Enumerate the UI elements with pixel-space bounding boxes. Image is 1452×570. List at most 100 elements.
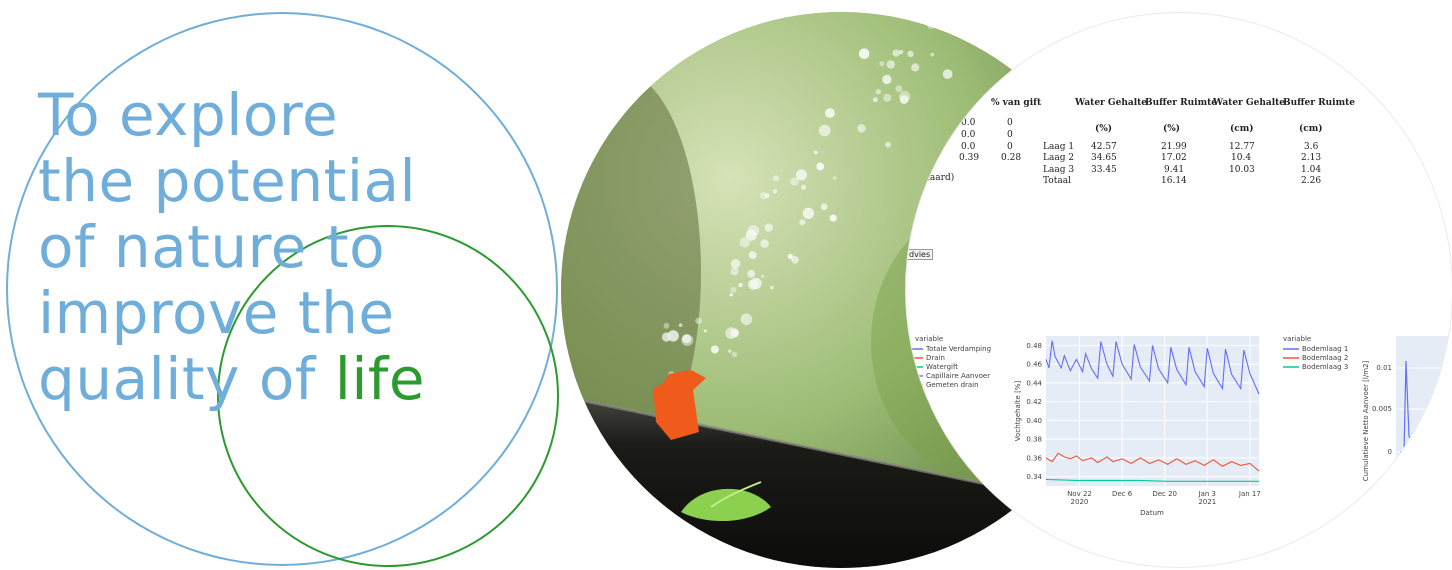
left-table-cell: 0.0 [961, 142, 976, 152]
tagline-highlight-word: life [334, 345, 426, 413]
water-droplet [802, 207, 815, 219]
water-droplet [725, 327, 737, 339]
x-axis-label: Datum [1140, 509, 1164, 517]
legend-label: Bodemlaag 1 [1302, 345, 1348, 353]
table-unit: (%) [1095, 124, 1113, 134]
series-lines [1045, 340, 1260, 482]
water-droplet [872, 97, 878, 103]
water-droplet [899, 95, 909, 104]
water-droplet [796, 169, 807, 181]
y-tick-label: 0.48 [1026, 342, 1042, 350]
legend-label: Bodemlaag 2 [1302, 354, 1348, 362]
x-tick-label-line: 2021 [1198, 498, 1216, 506]
water-droplet [829, 214, 837, 222]
water-droplet [885, 141, 892, 148]
legend-label: Capillaire Aanvoer [926, 372, 990, 380]
water-droplet [818, 124, 831, 137]
water-droplet [730, 267, 739, 276]
water-droplet [895, 85, 903, 93]
water-droplet [899, 90, 911, 102]
water-droplet [907, 50, 914, 58]
water-droplet [942, 69, 953, 79]
legend-label: Bodemlaag 3 [1302, 363, 1348, 371]
water-droplet [728, 349, 732, 353]
water-droplet [740, 313, 753, 326]
soil-moisture-chart: 0.340.360.380.400.420.440.460.48 Nov 22 2… [1014, 336, 1261, 517]
water-droplet [879, 61, 885, 67]
water-droplet [764, 223, 773, 232]
x-tick-label: Dec 20 [1152, 490, 1177, 498]
x-tick-label-line: Dec 20 [1152, 490, 1177, 498]
dashboard-screenshot: % van gift 0.0 0.0 0.0 0.39 0 0 0 0.28 a… [905, 12, 1452, 568]
y-axis-label: Vochtgehalte [%] [1014, 381, 1022, 442]
water-droplet [747, 269, 756, 278]
water-droplet [745, 229, 757, 241]
y-tick-label: 0.005 [1372, 405, 1392, 413]
water-droplet [799, 219, 806, 226]
left-chart-legend: variable Totale VerdampingDrainWatergift… [906, 335, 991, 389]
cell: 33.45 [1091, 165, 1117, 175]
y-tick-label: 0.01 [1376, 364, 1392, 372]
y-tick-label: 0.36 [1026, 454, 1042, 462]
cell: 21.99 [1161, 142, 1187, 152]
x-tick-label: Jan 3 2021 [1198, 490, 1217, 506]
legend-title: variable [915, 335, 943, 343]
water-droplet [883, 93, 892, 102]
advies-button[interactable]: dvies [906, 249, 934, 260]
water-droplet [703, 329, 707, 333]
series-line [1045, 478, 1259, 482]
y-tick-label: 0.44 [1026, 379, 1042, 387]
water-droplet [886, 60, 895, 69]
hose [561, 396, 1121, 568]
left-table-cell: 0.39 [959, 153, 980, 163]
water-droplet [911, 63, 920, 72]
photo-shadow-blur [561, 72, 701, 472]
legend-label: Drain [926, 354, 945, 362]
tagline-line-3: of nature to [38, 213, 386, 281]
table-unit: (%) [1163, 124, 1181, 134]
water-droplet [678, 323, 683, 327]
legend-label: Gemeten drain [926, 381, 979, 389]
dashboard-content: % van gift 0.0 0.0 0.0 0.39 0 0 0 0.28 a… [906, 13, 1452, 567]
tagline-line-4: improve the [38, 279, 395, 347]
tagline-line-5: quality of life [38, 345, 425, 413]
water-droplet [892, 49, 900, 57]
row-label: Laag 2 [1043, 153, 1075, 163]
water-droplet [695, 317, 702, 325]
water-droplet [801, 184, 807, 190]
cell: 9.41 [1164, 165, 1185, 175]
water-droplet [748, 251, 757, 260]
cell: 10.03 [1229, 165, 1255, 175]
cell: 2.26 [1301, 176, 1322, 186]
water-droplet [814, 150, 818, 155]
water-droplet [730, 259, 741, 269]
water-droplet [816, 162, 824, 170]
sprinkler-nozzle [653, 370, 706, 440]
tagline-line-1: To explore [38, 81, 339, 149]
water-droplet [710, 345, 719, 354]
row-label: Laag 1 [1043, 142, 1075, 152]
x-tick-label: Jan 17 [1238, 490, 1261, 498]
cell: 3.6 [1304, 142, 1319, 152]
water-droplets [661, 19, 953, 391]
y-tick-label: 0.42 [1026, 398, 1042, 406]
y-tick-label: 0 [1388, 448, 1392, 456]
table-header-buffer-ruimte-cm: Buffer Ruimte [1283, 98, 1355, 108]
water-droplet [790, 177, 799, 186]
water-droplet [729, 293, 733, 297]
plot-area [1046, 336, 1259, 486]
water-droplet [765, 193, 770, 198]
legend-items: Totale VerdampingDrainWatergiftCapillair… [906, 345, 991, 389]
x-tick-labels: Nov 22 2020 Dec 6 Dec 20 Jan 3 2021 Jan 17 [1067, 490, 1261, 506]
y-axis-label: Cumulatieve Netto Aanvoer [l/m2] [1362, 361, 1370, 482]
water-droplet [825, 108, 835, 118]
water-droplet [858, 48, 870, 59]
table-header-buffer-ruimte-pct: Buffer Ruimte [1145, 98, 1217, 108]
legend-label: Watergift [926, 363, 958, 371]
x-tick-label-line: Dec 6 [1112, 490, 1133, 498]
green-circle-outline [217, 225, 559, 567]
water-droplet [667, 330, 679, 342]
legend-label: Totale Verdamping [925, 345, 991, 353]
cell: 16.14 [1161, 176, 1187, 186]
